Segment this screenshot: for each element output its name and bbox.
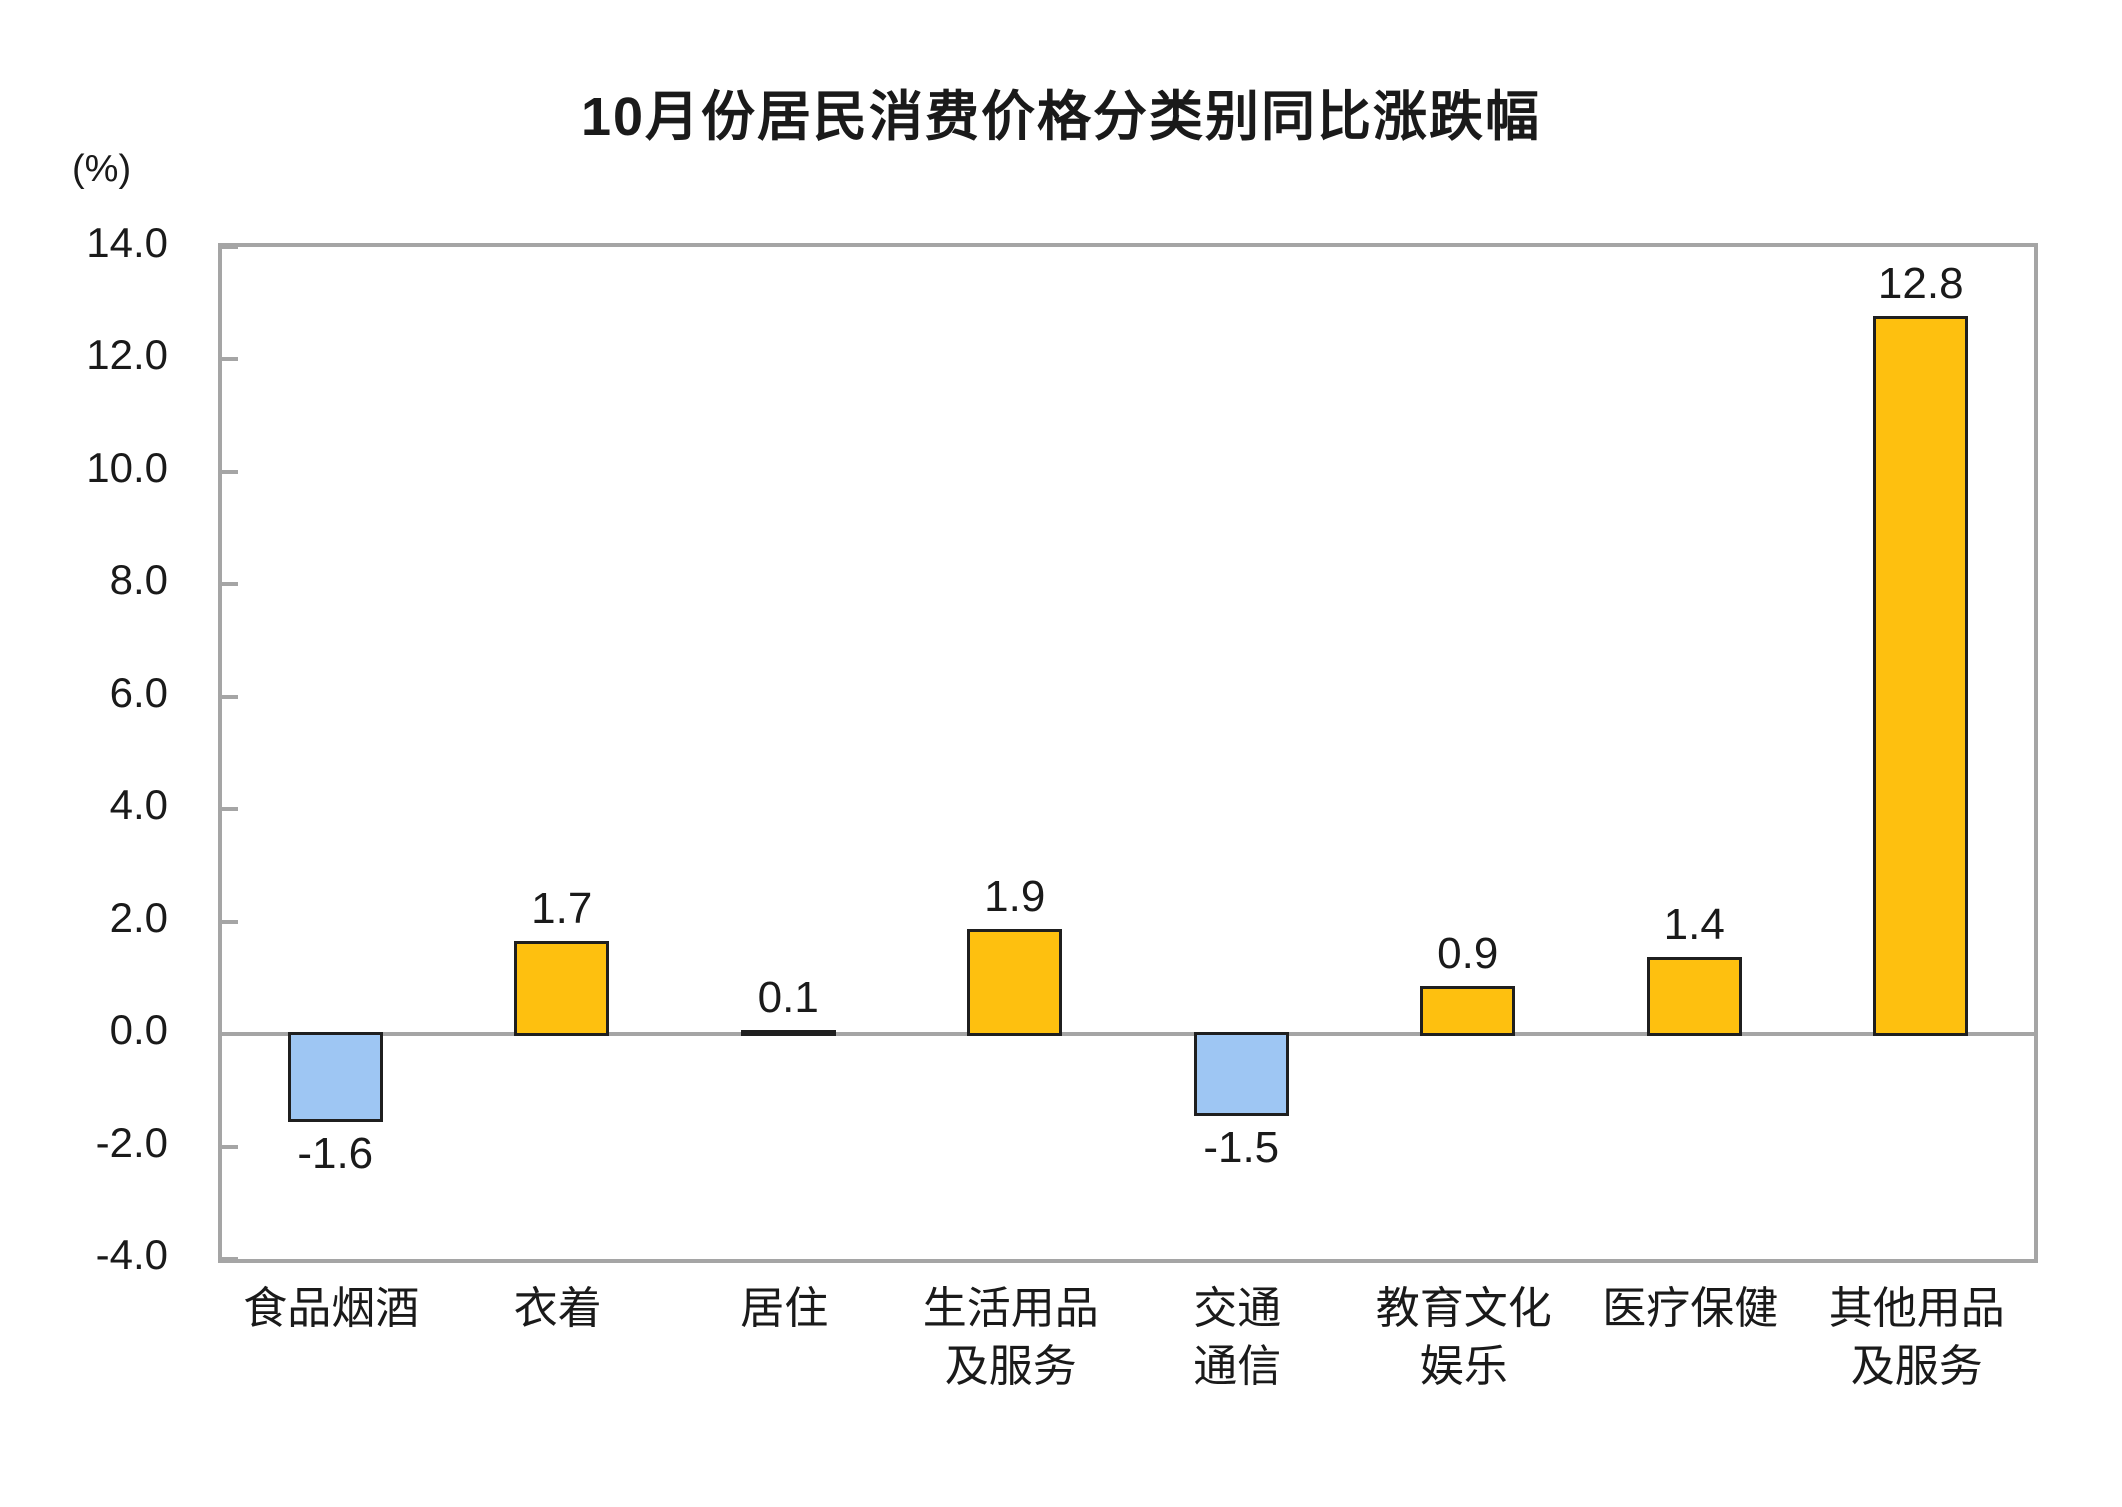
y-tick-label: 2.0 — [109, 893, 168, 941]
chart-bar — [1193, 1032, 1289, 1117]
y-axis-tick — [222, 807, 238, 812]
y-axis-tick — [222, 694, 238, 699]
y-tick-label: 10.0 — [86, 443, 168, 491]
y-axis-unit-label: (%) — [72, 148, 132, 190]
bar-value-label: 1.4 — [1663, 900, 1725, 950]
y-tick-label: 8.0 — [109, 556, 168, 604]
chart-title: 10月份居民消费价格分类别同比涨跌幅 — [580, 87, 1542, 147]
bar-value-label: 1.9 — [984, 872, 1046, 922]
chart-bar — [287, 1032, 383, 1123]
y-tick-label: 6.0 — [109, 668, 168, 716]
chart-bar — [1873, 316, 1969, 1037]
y-tick-label: 14.0 — [86, 219, 168, 266]
y-axis-tick — [222, 1144, 238, 1149]
y-tick-label: 12.0 — [86, 331, 168, 379]
bar-value-label: -1.6 — [297, 1129, 374, 1179]
chart-bar — [514, 940, 610, 1037]
category-label: 其他用品 及服务 — [1828, 1284, 2005, 1392]
category-label: 医疗保健 — [1602, 1284, 1779, 1333]
y-tick-label: 4.0 — [109, 781, 168, 829]
y-tick-label: -4.0 — [95, 1231, 168, 1278]
y-axis-tick — [222, 919, 238, 924]
category-label: 居住 — [740, 1284, 829, 1333]
y-axis-tick — [222, 357, 238, 362]
category-label: 生活用品 及服务 — [922, 1284, 1099, 1392]
y-axis-tick — [222, 245, 238, 249]
y-axis-tick — [222, 1032, 238, 1037]
chart-bar — [1646, 957, 1742, 1037]
chart-bar — [740, 1030, 836, 1037]
chart-bar — [1420, 985, 1516, 1037]
bar-value-label: 0.1 — [757, 973, 819, 1023]
bar-value-label: 1.7 — [531, 883, 593, 933]
category-label: 教育文化 娱乐 — [1375, 1284, 1552, 1392]
chart-bar — [967, 929, 1063, 1037]
y-axis-tick — [222, 582, 238, 587]
y-tick-label: -2.0 — [95, 1118, 168, 1166]
category-label: 食品烟酒 — [243, 1284, 420, 1333]
bar-value-label: -1.5 — [1203, 1123, 1280, 1173]
plot-area: -1.6 1.7 0.1 1.9 -1.5 0.9 1.4 12.8 — [218, 243, 2038, 1263]
bar-value-label: 0.9 — [1437, 928, 1499, 978]
y-axis-tick — [222, 1257, 238, 1261]
y-tick-label: 0.0 — [109, 1006, 168, 1054]
y-axis-tick — [222, 469, 238, 474]
zero-line — [222, 1032, 2034, 1037]
bar-value-label: 12.8 — [1877, 259, 1964, 309]
category-label: 交通 通信 — [1193, 1284, 1282, 1392]
category-label: 衣着 — [513, 1284, 602, 1333]
